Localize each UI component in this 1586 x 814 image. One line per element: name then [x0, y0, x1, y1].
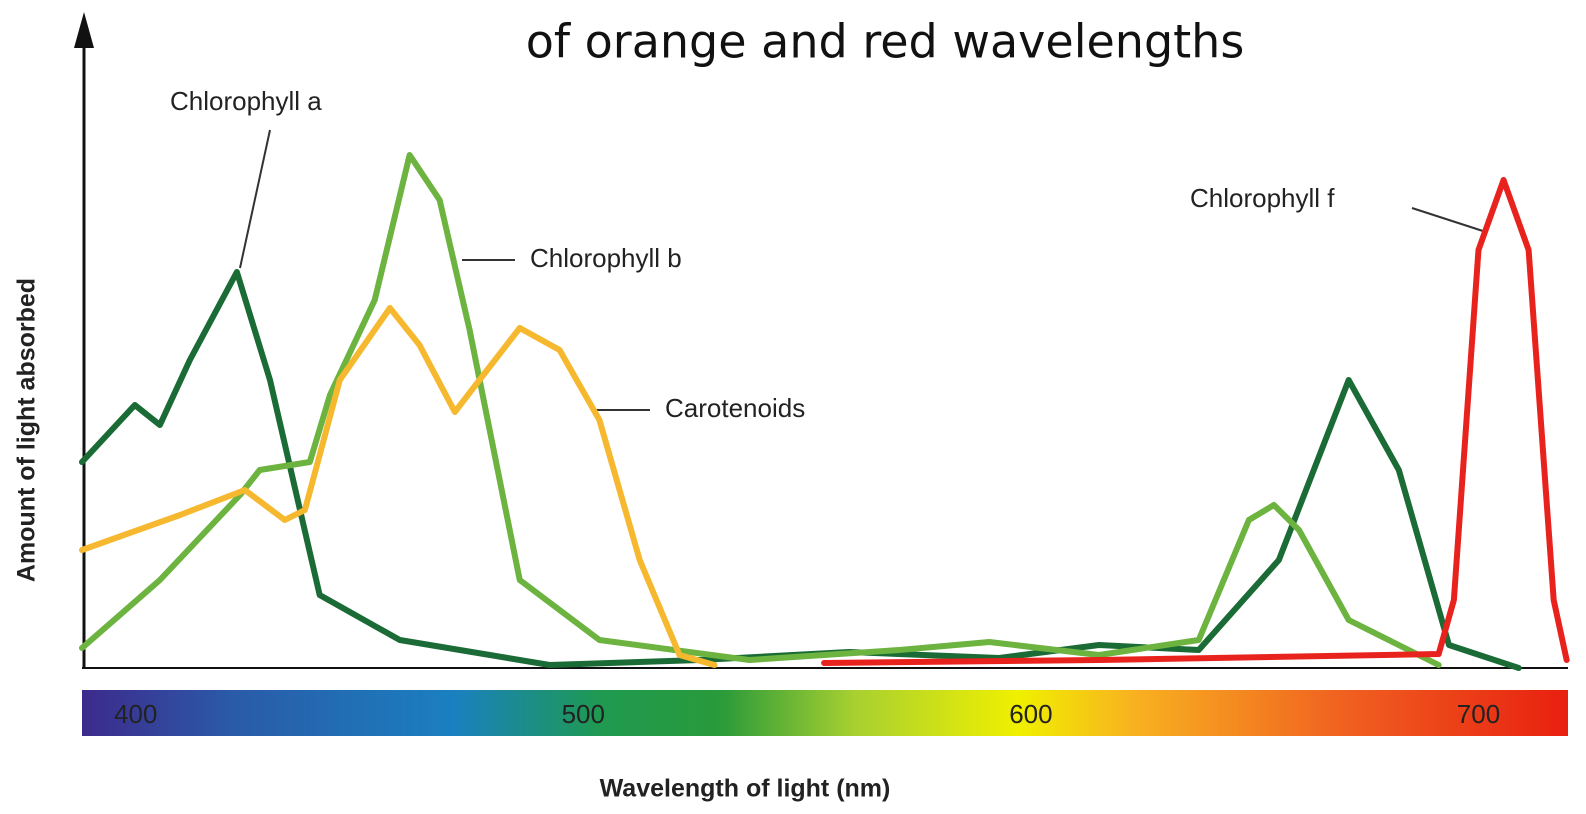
y-axis-arrow: [74, 12, 94, 48]
callout-line: [239, 129, 271, 269]
x-tick-label: 400: [114, 699, 157, 729]
series-label: Carotenoids: [665, 393, 805, 423]
series-line: [79, 269, 1522, 671]
series-label: Chlorophyll b: [530, 243, 682, 273]
x-tick-label: 600: [1009, 699, 1052, 729]
x-axis-label: Wavelength of light (nm): [600, 775, 891, 803]
spectrum-bar: [82, 690, 1568, 736]
y-axis-label: Amount of light absorbed: [13, 278, 41, 582]
series-line: [821, 177, 1570, 666]
series-label: Chlorophyll a: [170, 86, 322, 116]
series-line: [79, 305, 718, 668]
series-label: Chlorophyll f: [1190, 183, 1335, 213]
x-tick-label: 700: [1457, 699, 1500, 729]
chart-title: of orange and red wavelengths: [526, 15, 1245, 69]
callout-line: [1411, 207, 1487, 233]
series-line: [79, 152, 1442, 668]
x-tick-label: 500: [562, 699, 605, 729]
